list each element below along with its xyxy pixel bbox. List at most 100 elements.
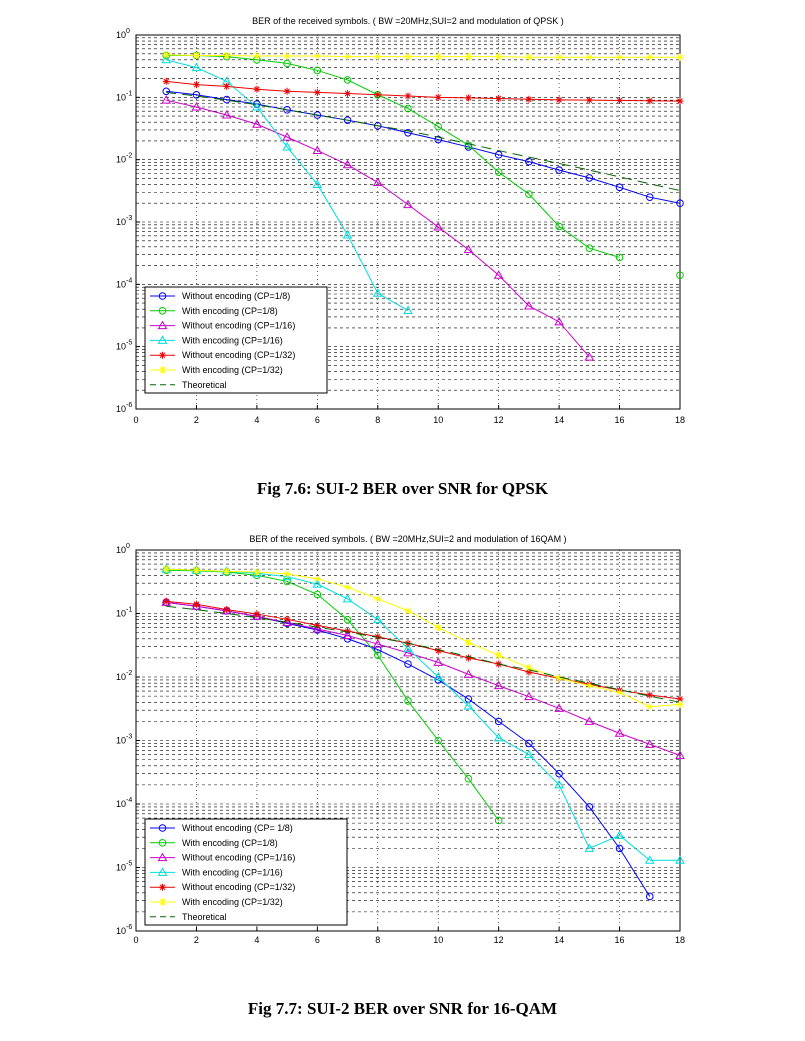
data-point: [555, 166, 563, 174]
data-point: [433, 657, 444, 666]
data-point: [312, 179, 323, 188]
data-point: [615, 183, 624, 192]
x-tick-label: 8: [375, 415, 380, 425]
series-5: [162, 51, 684, 61]
data-point: [555, 769, 563, 778]
y-tick-label: 10-5: [116, 340, 132, 352]
data-point: [372, 639, 383, 648]
data-point: [493, 680, 504, 690]
y-tick-label: 10-5: [116, 861, 132, 873]
y-tick-label: 10-4: [116, 797, 132, 809]
x-tick-label: 14: [554, 415, 564, 425]
data-point: [555, 222, 563, 231]
legend-box: [144, 818, 348, 926]
data-point: [313, 52, 321, 60]
data-point: [162, 87, 171, 96]
data-point: [343, 76, 352, 84]
y-tick-label: 10-2: [116, 670, 132, 682]
data-point: [616, 689, 624, 697]
data-point: [373, 651, 382, 660]
data-point: [159, 883, 166, 891]
data-point: [646, 703, 654, 711]
legend-entry: Without encoding (CP=1/32): [182, 350, 295, 360]
data-point: [313, 621, 321, 629]
data-point: [282, 132, 292, 141]
data-point: [162, 51, 170, 59]
data-point: [676, 700, 684, 708]
data-point: [646, 97, 654, 105]
data-point: [676, 695, 684, 703]
x-tick-label: 12: [494, 415, 504, 425]
data-point: [464, 638, 472, 646]
data-point: [403, 199, 413, 209]
y-tick-label: 10-2: [116, 153, 132, 165]
data-point: [252, 119, 262, 128]
data-point: [342, 159, 353, 169]
legend-box: [144, 286, 328, 394]
data-point: [191, 62, 202, 72]
data-point: [404, 53, 412, 61]
legend-entry: With encoding (CP=1/16): [182, 335, 283, 345]
data-point: [615, 844, 624, 853]
data-point: [584, 352, 595, 361]
data-point: [494, 168, 503, 176]
data-point: [434, 647, 442, 655]
data-point: [344, 53, 352, 61]
legend-entry: With encoding (CP=1/8): [182, 838, 278, 848]
legend-entry: With encoding (CP=1/32): [182, 897, 283, 907]
data-point: [404, 128, 412, 137]
data-point: [464, 53, 472, 61]
data-point: [403, 647, 413, 657]
figure-16qam: BER of the received symbols. ( BW =20MHz…: [0, 525, 805, 1041]
legend-entry: Without encoding (CP=1/8): [182, 291, 290, 301]
data-point: [555, 674, 563, 682]
data-point: [525, 664, 533, 672]
figure-qpsk: BER of the received symbols. ( BW =20MHz…: [0, 0, 805, 520]
chart-title: BER of the received symbols. ( BW =20MHz…: [252, 16, 564, 26]
x-tick-label: 4: [254, 935, 259, 945]
data-point: [645, 892, 654, 901]
x-tick-label: 8: [375, 935, 380, 945]
data-point: [159, 366, 166, 374]
data-point: [524, 691, 534, 701]
data-point: [312, 579, 323, 588]
data-point: [403, 643, 413, 653]
data-point: [159, 898, 166, 906]
x-tick-label: 2: [194, 935, 199, 945]
data-point: [343, 615, 352, 624]
data-point: [434, 624, 442, 632]
data-point: [525, 157, 533, 166]
data-point: [158, 824, 167, 832]
series-line: [166, 568, 681, 708]
data-point: [157, 852, 168, 862]
data-point: [495, 651, 503, 659]
series-2: [161, 95, 595, 361]
data-point: [676, 271, 684, 280]
data-point: [493, 270, 504, 279]
data-point: [374, 633, 382, 641]
data-point: [585, 244, 594, 252]
legend-entry: With encoding (CP=1/32): [182, 365, 283, 375]
x-tick-label: 4: [254, 415, 259, 425]
data-point: [464, 774, 473, 783]
data-point: [614, 830, 625, 839]
legend: Without encoding (CP=1/8) With encoding (…: [144, 286, 328, 394]
data-point: [404, 660, 412, 668]
data-point: [162, 597, 170, 605]
data-point: [372, 614, 383, 624]
data-point: [283, 52, 291, 60]
data-point: [614, 728, 625, 737]
data-point: [616, 96, 624, 104]
data-point: [343, 116, 352, 124]
data-point: [554, 779, 564, 789]
y-tick-label: 10-6: [116, 924, 132, 936]
data-point: [253, 52, 261, 60]
data-point: [554, 316, 564, 326]
data-point: [404, 104, 412, 113]
series-line: [166, 99, 590, 358]
data-point: [283, 577, 291, 586]
data-point: [644, 855, 655, 864]
data-point: [192, 90, 201, 99]
y-tick-label: 10-1: [116, 607, 132, 619]
data-point: [252, 101, 262, 111]
